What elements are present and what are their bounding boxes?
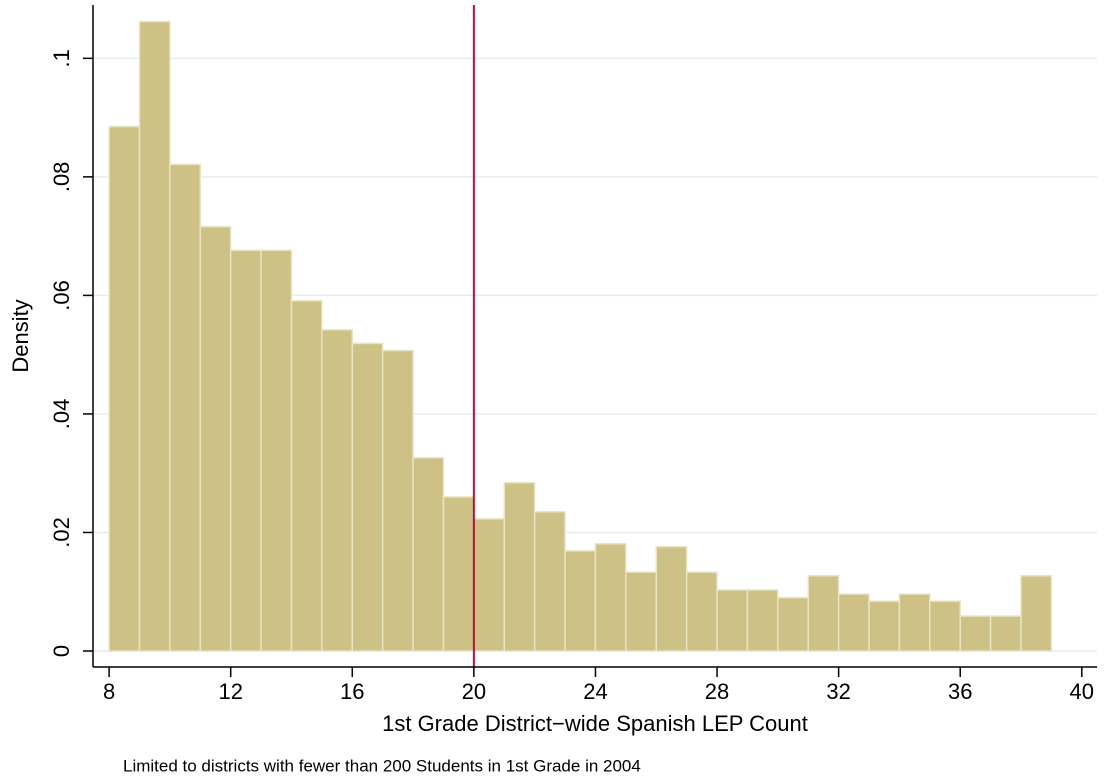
x-tick-label: 16 <box>340 679 364 704</box>
y-tick-label: .06 <box>49 280 74 311</box>
bar <box>108 125 141 652</box>
bar <box>777 596 809 652</box>
bar <box>260 249 293 652</box>
bar <box>989 615 1022 652</box>
bar <box>959 615 992 652</box>
y-tick-label: 0 <box>49 645 74 657</box>
bar <box>807 574 840 652</box>
x-tick-label: 40 <box>1070 679 1094 704</box>
bar <box>868 600 901 652</box>
x-tick-label: 28 <box>705 679 729 704</box>
bar <box>321 329 354 652</box>
bar <box>381 349 414 652</box>
x-tick-label: 8 <box>103 679 115 704</box>
bar <box>625 571 657 652</box>
bar <box>412 457 445 652</box>
bar <box>837 593 870 652</box>
bar <box>564 550 597 652</box>
bar <box>351 342 384 652</box>
bar <box>503 481 536 652</box>
bar <box>290 299 323 652</box>
bar <box>716 589 749 652</box>
x-tick-label: 12 <box>218 679 242 704</box>
y-axis-label: Density <box>8 299 33 372</box>
bar <box>533 510 566 652</box>
bar <box>746 589 779 652</box>
y-tick-label: .02 <box>49 517 74 548</box>
bar <box>169 163 202 652</box>
y-tick-label: .04 <box>49 399 74 430</box>
bar <box>473 518 506 652</box>
note: Limited to districts with fewer than 200… <box>123 756 641 775</box>
y-tick-label: .08 <box>49 162 74 193</box>
bar <box>442 496 475 652</box>
x-tick-label: 36 <box>948 679 972 704</box>
bar <box>229 249 262 652</box>
bar <box>898 593 931 652</box>
bar <box>1020 574 1053 652</box>
x-axis-label: 1st Grade District−wide Spanish LEP Coun… <box>382 711 808 736</box>
y-tick-label: .1 <box>49 49 74 67</box>
x-tick-label: 24 <box>583 679 607 704</box>
bar <box>199 225 232 652</box>
bar <box>594 542 627 652</box>
bar <box>685 571 718 652</box>
x-tick-label: 32 <box>826 679 850 704</box>
x-tick-label: 20 <box>462 679 486 704</box>
bar <box>655 545 688 652</box>
bar <box>138 20 171 652</box>
bar <box>929 600 961 652</box>
